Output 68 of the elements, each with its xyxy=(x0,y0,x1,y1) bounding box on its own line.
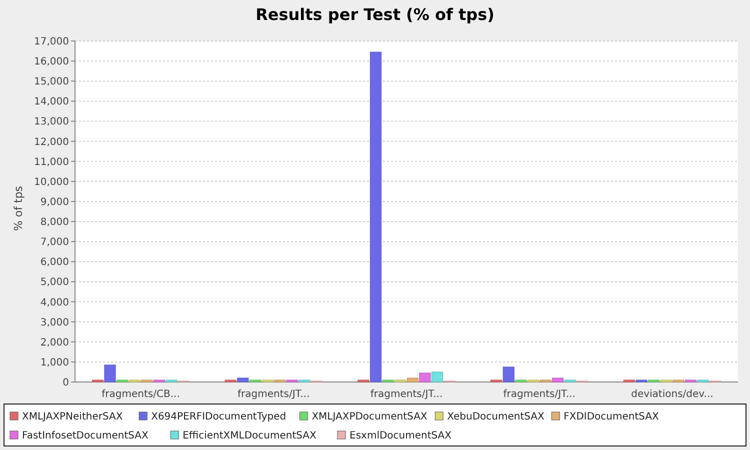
y-tick-label: 6,000 xyxy=(40,257,69,268)
y-tick-label: 9,000 xyxy=(40,196,69,208)
bar xyxy=(166,380,178,382)
bar xyxy=(636,380,648,382)
bar xyxy=(540,380,552,382)
bar xyxy=(419,372,431,382)
bar xyxy=(527,380,539,382)
x-tick-label: fragments/JT... xyxy=(503,389,576,400)
bar xyxy=(406,378,418,382)
y-axis-title: % of tps xyxy=(12,186,25,232)
bar xyxy=(262,380,274,382)
y-tick-label: 11,000 xyxy=(34,156,69,168)
bar xyxy=(370,52,382,382)
bar xyxy=(237,378,249,382)
bar xyxy=(249,380,261,382)
y-tick-label: 16,000 xyxy=(34,56,69,68)
bar xyxy=(128,380,140,382)
chart-title: Results per Test (% of tps) xyxy=(256,5,494,24)
bar xyxy=(382,380,394,382)
bar xyxy=(684,380,696,382)
legend-label: XMLJAXPNeitherSAX xyxy=(22,412,123,422)
y-tick-label: 0 xyxy=(62,378,69,388)
legend-label: EfficientXMLDocumentSAX xyxy=(182,430,317,442)
bar xyxy=(672,380,684,382)
legend-label: X694PERFIDocumentTyped xyxy=(151,412,286,422)
legend-label: FXDIDocumentSAX xyxy=(564,412,660,422)
x-tick-label: deviations/dev... xyxy=(631,389,714,400)
bar xyxy=(552,378,564,382)
bar xyxy=(660,380,672,382)
y-tick-label: 14,000 xyxy=(34,96,69,108)
bar xyxy=(141,380,153,382)
x-tick-label: fragments/JT... xyxy=(238,389,310,400)
bar xyxy=(104,364,116,382)
legend-label: FastInfosetDocumentSAX xyxy=(22,430,148,442)
y-tick-label: 17,000 xyxy=(34,36,69,48)
y-tick-label: 1,000 xyxy=(40,357,69,368)
legend-label: XebuDocumentSAX xyxy=(447,412,545,422)
bar xyxy=(224,380,236,382)
y-tick-label: 5,000 xyxy=(40,277,69,288)
bar xyxy=(515,380,527,382)
y-tick-label: 4,000 xyxy=(40,297,69,308)
bar xyxy=(298,380,310,382)
bar xyxy=(648,380,660,382)
legend-label: XMLJAXPDocumentSAX xyxy=(312,412,428,422)
y-tick-label: 7,000 xyxy=(40,237,69,248)
bar xyxy=(564,380,576,382)
y-tick-label: 3,000 xyxy=(40,317,69,328)
y-tick-label: 15,000 xyxy=(34,76,69,88)
y-tick-label: 2,000 xyxy=(40,337,69,348)
bar xyxy=(394,380,406,382)
y-tick-label: 12,000 xyxy=(34,136,69,148)
y-tick-label: 8,000 xyxy=(40,217,69,228)
bar xyxy=(431,372,444,382)
bar xyxy=(153,380,166,382)
bar xyxy=(92,380,104,382)
bar xyxy=(697,380,709,382)
y-tick-label: 13,000 xyxy=(34,116,69,128)
bar xyxy=(274,380,286,382)
bar xyxy=(490,380,502,382)
bar xyxy=(116,380,128,382)
x-tick-label: fragments/JT... xyxy=(370,389,443,400)
bar xyxy=(623,380,635,382)
x-tick-label: fragments/CB... xyxy=(102,389,180,400)
bar xyxy=(502,366,514,382)
bar xyxy=(358,380,370,382)
y-tick-label: 10,000 xyxy=(34,176,69,188)
legend-label: EsxmlDocumentSAX xyxy=(350,430,452,442)
bar xyxy=(286,380,298,382)
